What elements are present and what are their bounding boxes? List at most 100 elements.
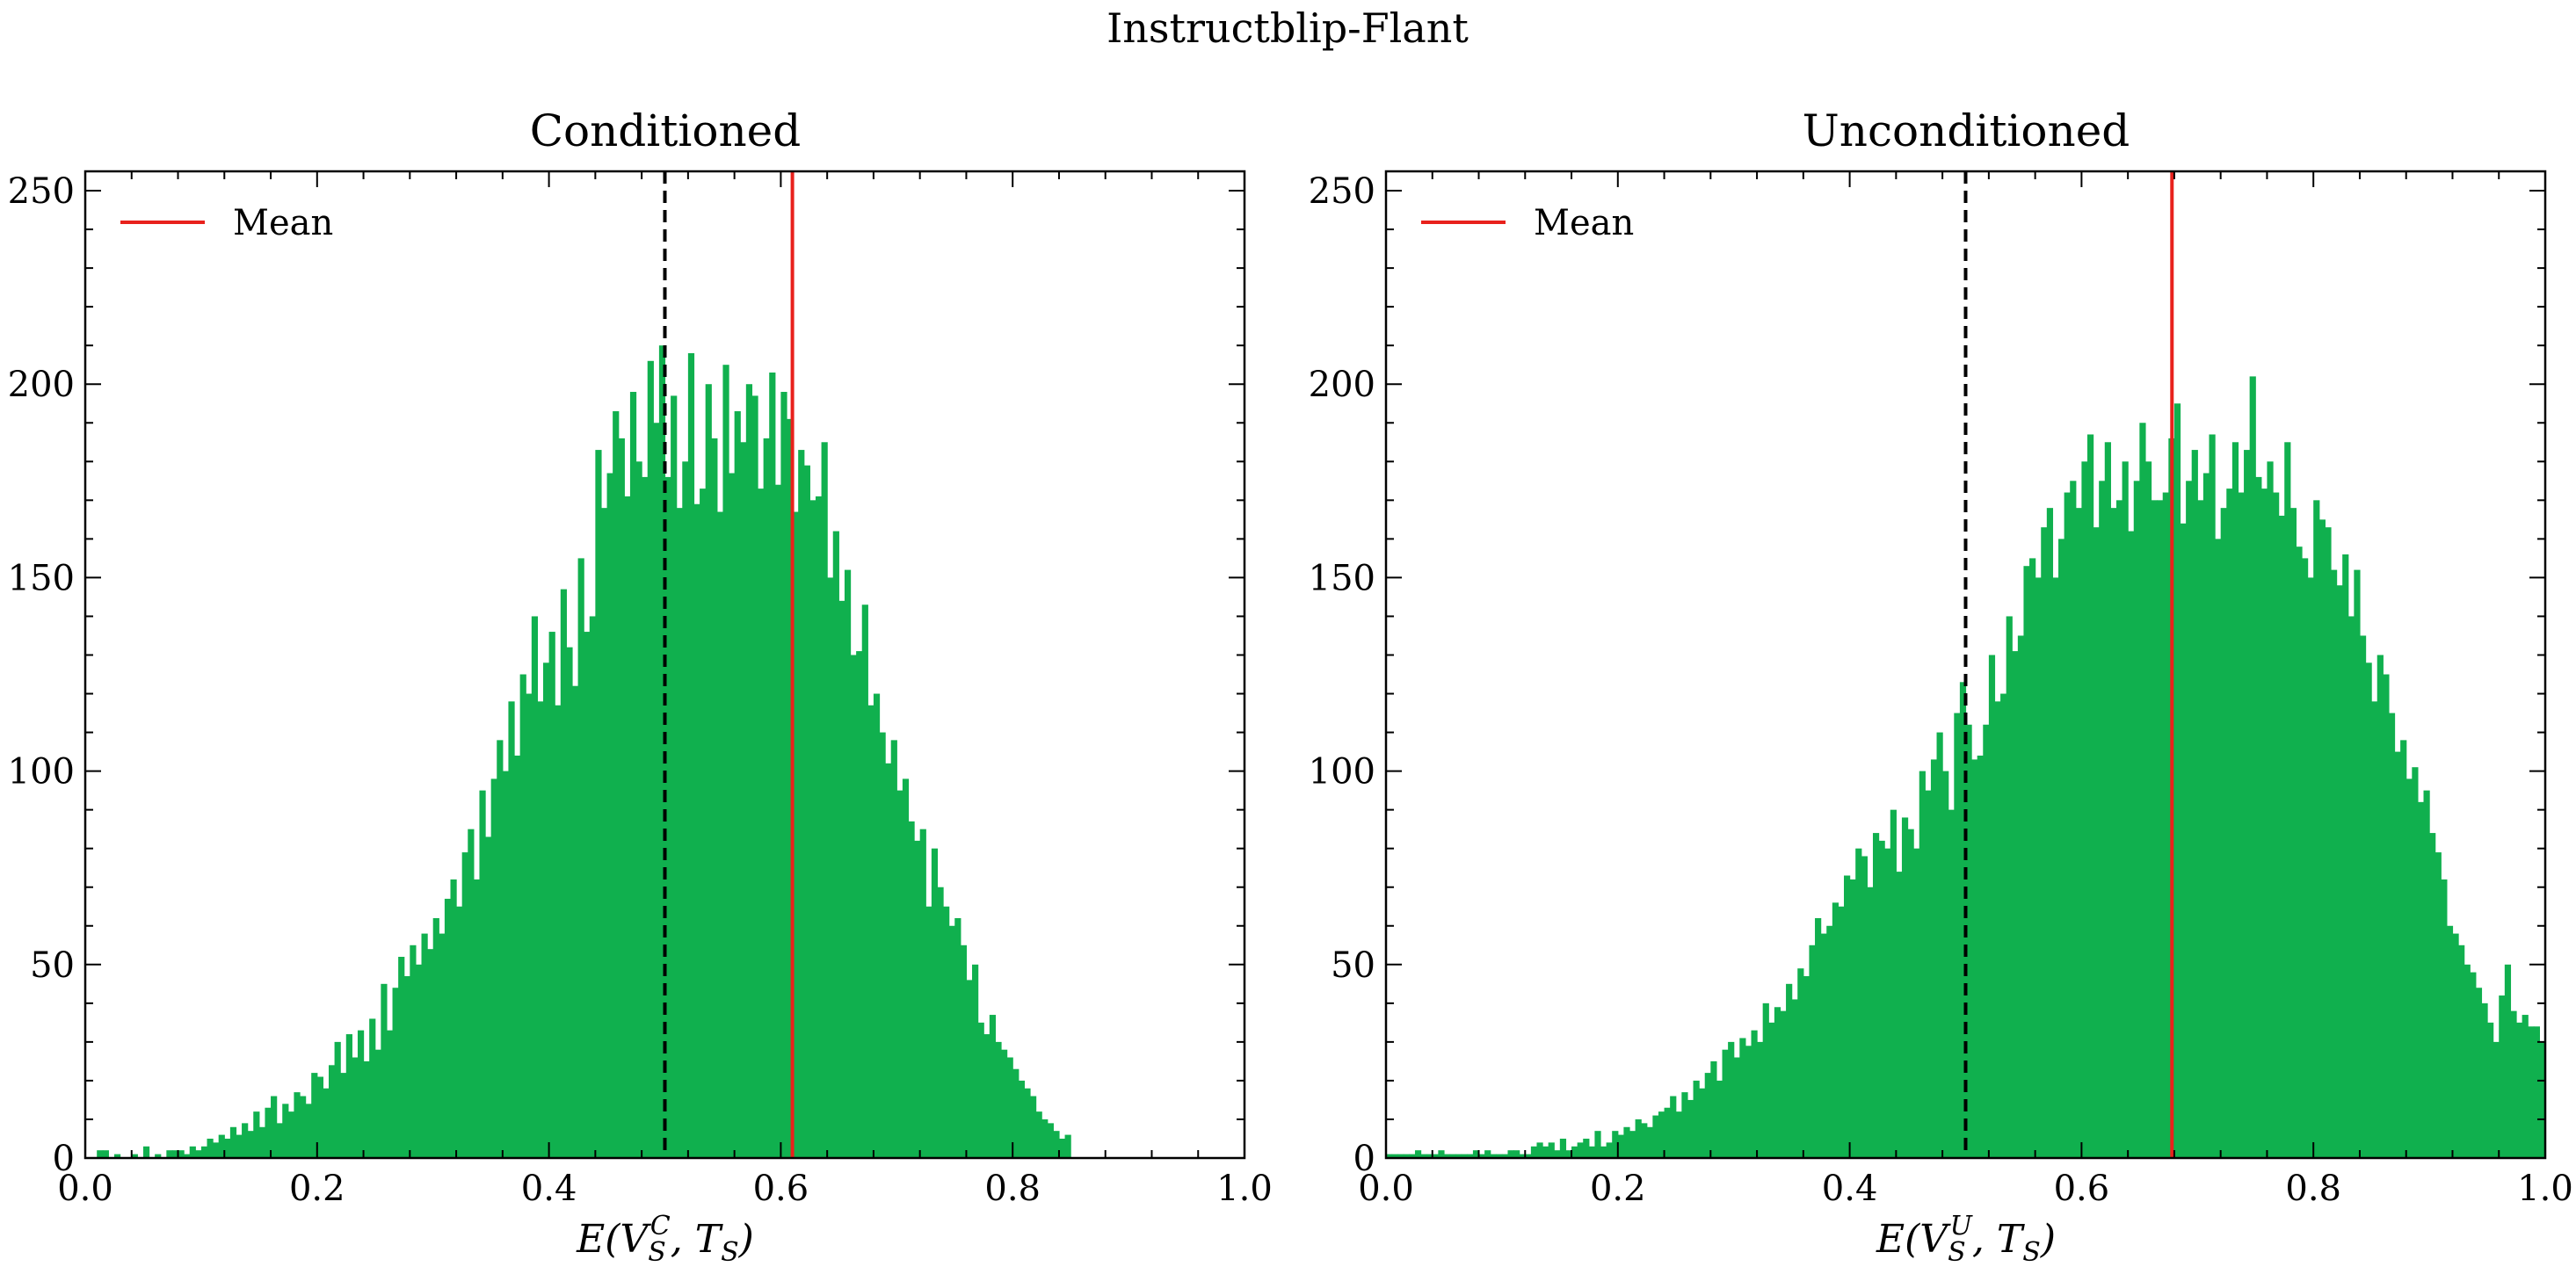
conditioned-xlabel: E(VSC, TS) <box>576 1211 754 1268</box>
histogram-bar <box>1855 848 1862 1158</box>
histogram-bar <box>1826 925 1833 1158</box>
histogram-bar <box>2255 476 2262 1158</box>
histogram-bar <box>2336 585 2343 1158</box>
histogram-bar <box>2475 988 2483 1158</box>
histogram-bar <box>1029 1096 1037 1158</box>
histogram-bar <box>734 411 741 1158</box>
histogram-bar <box>2273 492 2280 1158</box>
x-tick-label: 1.0 <box>1216 1169 1273 1209</box>
histogram-bar <box>1594 1131 1601 1158</box>
histogram-bar <box>948 925 955 1158</box>
histogram-bar <box>2423 790 2430 1158</box>
histogram-bar <box>555 705 562 1158</box>
y-tick-label: 50 <box>30 945 75 986</box>
histogram-bar <box>1942 771 1949 1158</box>
histogram-bar <box>2429 833 2436 1158</box>
histogram-bar <box>1530 1146 1538 1158</box>
histogram-bar <box>2417 801 2425 1158</box>
x-tick-label: 0.8 <box>2285 1169 2341 1209</box>
histogram-bar <box>2376 655 2384 1158</box>
histogram-bar <box>1646 1126 1653 1158</box>
histogram-bar <box>2493 1041 2500 1158</box>
histogram-bar <box>1600 1146 1607 1158</box>
histogram-bar <box>357 1030 365 1158</box>
histogram-bar <box>1617 1134 1624 1158</box>
histogram-bar <box>1507 1150 1514 1158</box>
histogram-bar <box>1496 1154 1503 1158</box>
histogram-bar <box>821 442 828 1158</box>
y-tick-label: 250 <box>8 171 75 212</box>
histogram-bar <box>2435 852 2442 1158</box>
histogram-bar <box>2302 558 2309 1158</box>
histogram-bar <box>2029 558 2036 1158</box>
histogram-bar <box>1391 1154 1398 1158</box>
histogram-bar <box>1449 1154 1456 1158</box>
histogram-bar <box>1542 1146 1549 1158</box>
figure-title: Instructblip-Flant <box>1107 4 1469 52</box>
histogram-bar <box>954 917 961 1158</box>
histogram-bar <box>479 790 486 1158</box>
histogram-bar <box>1768 1022 1775 1158</box>
histogram-bar <box>386 1030 394 1158</box>
unconditioned-xlabel: E(VSU, TS) <box>1876 1211 2056 1268</box>
histogram-bar <box>508 701 515 1158</box>
y-tick-label: 50 <box>1331 945 1375 986</box>
histogram-bar <box>1658 1111 1665 1158</box>
y-tick-label: 200 <box>8 365 75 405</box>
histogram-bar <box>838 600 845 1158</box>
histogram-bar <box>218 1134 225 1158</box>
histogram-bar <box>526 693 533 1158</box>
histogram-bar <box>995 1041 1002 1158</box>
histogram-bar <box>229 1126 237 1158</box>
histogram-bar <box>815 496 823 1158</box>
histogram-bar <box>624 496 631 1158</box>
histogram-bar <box>2522 1015 2529 1158</box>
histogram-bar <box>2296 547 2303 1158</box>
histogram-bar <box>1006 1057 1013 1158</box>
histogram-bar <box>294 1092 301 1158</box>
histogram-bar <box>798 450 805 1158</box>
histogram-bar <box>787 418 794 1159</box>
x-tick-label: 0.2 <box>1590 1169 1646 1209</box>
histogram-bar <box>1420 1154 1427 1158</box>
histogram-bar <box>1455 1154 1462 1158</box>
histogram-bar <box>2504 964 2512 1158</box>
histogram-bar <box>879 732 886 1158</box>
conditioned-title: Conditioned <box>530 105 802 156</box>
histogram-bar <box>1443 1154 1451 1158</box>
histogram-bar <box>1536 1142 1543 1158</box>
histogram-bar <box>1797 968 1804 1158</box>
histogram-bar <box>473 879 481 1158</box>
histogram-bar <box>1809 945 1816 1158</box>
histogram-bar <box>2446 925 2454 1158</box>
histogram-bar <box>571 685 579 1158</box>
histogram-bar <box>774 484 781 1158</box>
histogram-bar <box>282 1104 289 1158</box>
histogram-bar <box>2400 740 2407 1158</box>
histogram-bar <box>1959 682 1967 1158</box>
histogram-bar <box>131 1154 138 1158</box>
histogram-bar <box>2516 1022 2523 1158</box>
histogram-bar <box>1751 1030 1758 1158</box>
histogram-bar <box>1884 848 1891 1158</box>
histogram-bar <box>1930 759 1938 1158</box>
histogram-bar <box>398 957 405 1158</box>
y-tick-label: 0 <box>1353 1139 1375 1179</box>
histogram-bar <box>1983 724 1990 1158</box>
histogram-bar <box>265 1107 272 1158</box>
histogram-bar <box>856 651 863 1158</box>
x-tick-label: 0.2 <box>289 1169 345 1209</box>
conditioned-ticks <box>84 171 1245 1159</box>
histogram-bar <box>2394 751 2401 1158</box>
histogram-bar <box>2318 519 2326 1158</box>
histogram-bar <box>2510 1010 2517 1158</box>
histogram-bar <box>2110 508 2117 1158</box>
histogram-bar <box>1565 1150 1572 1158</box>
histogram-bar <box>415 964 423 1158</box>
histogram-bar <box>769 373 776 1158</box>
histogram-bar <box>745 384 753 1159</box>
x-tick-label: 0.4 <box>521 1169 577 1209</box>
histogram-bar <box>914 840 921 1158</box>
histogram-bar <box>2289 508 2297 1158</box>
histogram-bar <box>595 450 602 1158</box>
